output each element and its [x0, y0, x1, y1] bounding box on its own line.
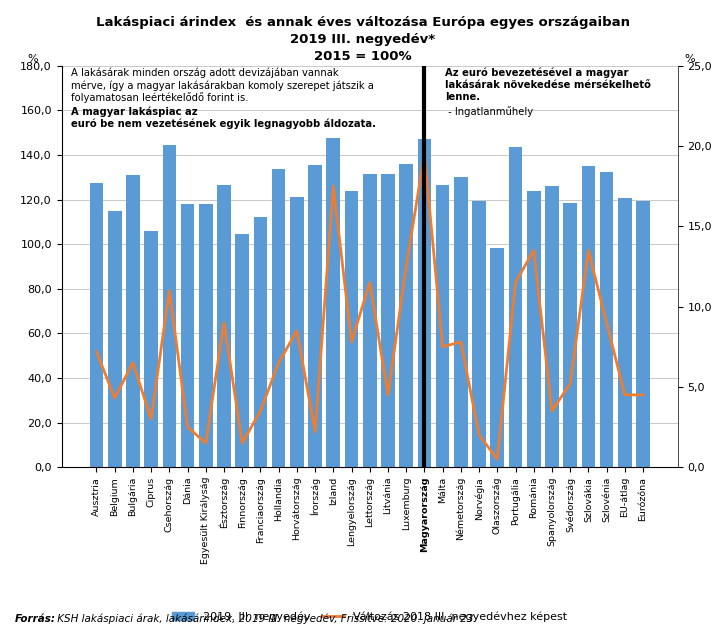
Bar — [436, 185, 450, 467]
Bar — [509, 147, 522, 467]
Bar — [290, 198, 304, 467]
Text: - Ingatlanműhely: - Ingatlanműhely — [445, 106, 534, 117]
Bar — [363, 174, 376, 467]
Bar — [254, 218, 268, 467]
Text: A lakásárak minden ország adott devizájában vannak
mérve, így a magyar lakásárak: A lakásárak minden ország adott devizájá… — [71, 68, 374, 103]
Bar — [581, 166, 595, 467]
Text: Lakáspiaci árindex  és annak éves változása Európa egyes országaiban: Lakáspiaci árindex és annak éves változá… — [96, 16, 629, 29]
Legend: 2019. III. negyedév, Változás 2018 III. negyedévhez képest: 2019. III. negyedév, Változás 2018 III. … — [167, 607, 572, 626]
Bar — [90, 183, 103, 467]
Bar — [490, 248, 504, 467]
Bar — [308, 165, 322, 467]
Bar — [527, 191, 541, 467]
Bar — [326, 139, 340, 467]
Text: Forrás:: Forrás: — [14, 614, 56, 624]
Bar — [236, 234, 249, 467]
Bar — [637, 201, 650, 467]
Text: KSH lakáspiaci árak, lakásárindex, 2019 III. negyedév, Frissítve: 2020. január 2: KSH lakáspiaci árak, lakásárindex, 2019 … — [54, 613, 477, 624]
Bar — [563, 203, 577, 467]
Bar — [162, 145, 176, 467]
Bar — [472, 201, 486, 467]
Bar — [545, 186, 559, 467]
Text: A magyar lakáspiac az
euró be nem vezetésének egyik legnagyobb áldozata.: A magyar lakáspiac az euró be nem vezeté… — [71, 107, 376, 129]
Bar — [618, 199, 631, 467]
Bar — [108, 211, 122, 467]
Text: %: % — [684, 54, 695, 64]
Bar — [381, 174, 395, 467]
Text: Az euró bevezetésével a magyar
lakásárak növekedése mérsékelhető
lenne.: Az euró bevezetésével a magyar lakásárak… — [445, 68, 651, 102]
Bar — [126, 175, 140, 467]
Bar — [600, 172, 613, 467]
Bar — [144, 231, 158, 467]
Bar — [399, 164, 413, 467]
Bar — [199, 204, 212, 467]
Text: %: % — [28, 54, 38, 64]
Text: 2015 = 100%: 2015 = 100% — [314, 50, 411, 63]
Bar — [218, 185, 231, 467]
Bar — [418, 139, 431, 467]
Bar — [344, 191, 358, 467]
Bar — [272, 169, 286, 467]
Text: 2019 III. negyedév*: 2019 III. negyedév* — [290, 33, 435, 46]
Bar — [181, 204, 194, 467]
Bar — [454, 177, 468, 467]
